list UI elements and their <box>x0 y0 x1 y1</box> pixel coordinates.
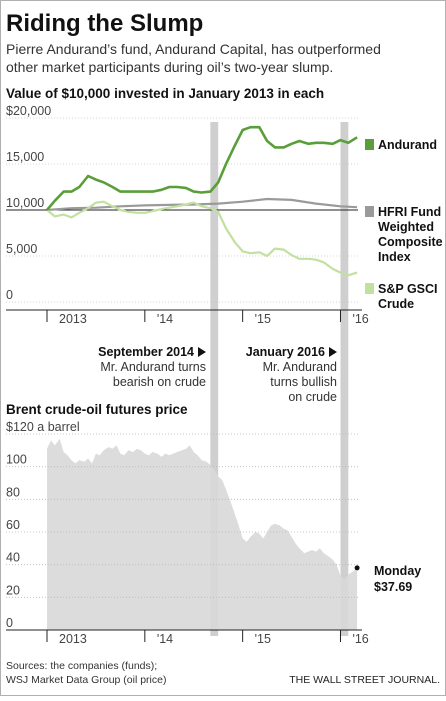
x-tick-label: '14 <box>157 312 173 326</box>
highlight-band <box>210 122 219 636</box>
legend-label-andurand: Andurand <box>378 138 437 152</box>
y-tick-label: 20 <box>6 583 20 597</box>
annotation-line: Mr. Andurand turns <box>100 360 206 374</box>
legend-swatch-andurand <box>365 139 374 150</box>
y-tick-label: $120 a barrel <box>6 420 80 434</box>
y-tick-label: $20,000 <box>6 104 51 118</box>
y-tick-label: 15,000 <box>6 150 44 164</box>
callout-value: $37.69 <box>374 580 412 594</box>
chart1-x-axis: 2013 '14 '15 '16 <box>6 309 369 326</box>
chart2-series <box>47 438 358 630</box>
x-tick-label: '16 <box>352 632 368 646</box>
x-tick-label: 2013 <box>59 312 87 326</box>
x-tick-label: '14 <box>157 632 173 646</box>
series-line-andurand <box>46 125 358 211</box>
annotation-line: Mr. Andurand <box>263 360 337 374</box>
credit: THE WALL STREET JOURNAL. <box>289 674 440 686</box>
right-triangle-icon <box>329 347 337 357</box>
y-tick-label: 40 <box>6 551 20 565</box>
sources-line-1: Sources: the companies (funds); <box>6 660 157 672</box>
series-line-hfri <box>46 197 358 212</box>
annotation-line: on crude <box>288 390 337 404</box>
highlight-band <box>340 122 349 636</box>
annotation-line: bearish on crude <box>113 375 206 389</box>
callout-label: Monday <box>374 564 421 578</box>
x-tick-label: '16 <box>352 312 368 326</box>
chart1-title: Value of $10,000 invested in January 201… <box>6 86 324 101</box>
legend: Andurand HFRI Fund Weighted Composite In… <box>365 138 446 311</box>
x-tick-label: '15 <box>255 632 271 646</box>
y-tick-label: 10,000 <box>6 196 44 210</box>
chart1-y-ticks: $20,000 15,000 10,000 5,000 0 <box>6 104 51 302</box>
legend-label-sp-gsci: S&P GSCI Crude <box>378 282 441 311</box>
y-tick-label: 0 <box>6 288 13 302</box>
dek-line-2: other market participants during oil’s t… <box>6 59 333 75</box>
price-callout: Monday $37.69 <box>354 564 421 594</box>
right-triangle-icon <box>198 347 206 357</box>
chart2-x-axis: 2013 '14 '15 '16 <box>6 629 369 646</box>
brent-area <box>47 438 358 630</box>
x-tick-label: 2013 <box>59 632 87 646</box>
dek-line-1: Pierre Andurand’s fund, Andurand Capital… <box>6 41 381 57</box>
x-tick-label: '15 <box>255 312 271 326</box>
sources-line-2: WSJ Market Data Group (oil price) <box>6 674 166 686</box>
y-tick-label: 100 <box>6 453 27 467</box>
highlight-bands <box>210 122 349 636</box>
callout-dot <box>354 565 360 571</box>
y-tick-label: 5,000 <box>6 242 37 256</box>
legend-swatch-sp-gsci <box>365 283 374 294</box>
legend-swatch-hfri <box>365 206 374 217</box>
y-tick-label: 0 <box>6 616 13 630</box>
chart2-y-ticks: $120 a barrel 100 80 60 40 20 0 <box>6 420 80 630</box>
chart2-title: Brent crude-oil futures price <box>6 402 188 417</box>
annotation-title: September 2014 <box>98 345 194 359</box>
annotation-sept-2014: September 2014 Mr. Andurand turns bearis… <box>98 345 206 389</box>
headline: Riding the Slump <box>6 10 203 37</box>
y-tick-label: 80 <box>6 485 20 499</box>
annotation-jan-2016: January 2016 Mr. Andurand turns bullish … <box>246 345 337 404</box>
legend-label-hfri: HFRI Fund Weighted Composite Index <box>378 205 446 264</box>
chart1-gridlines <box>6 117 358 303</box>
annotation-title: January 2016 <box>246 345 325 359</box>
y-tick-label: 60 <box>6 518 20 532</box>
annotation-line: turns bullish <box>270 375 337 389</box>
chart1-series <box>46 125 358 277</box>
series-line-sp-gsci <box>46 200 358 277</box>
